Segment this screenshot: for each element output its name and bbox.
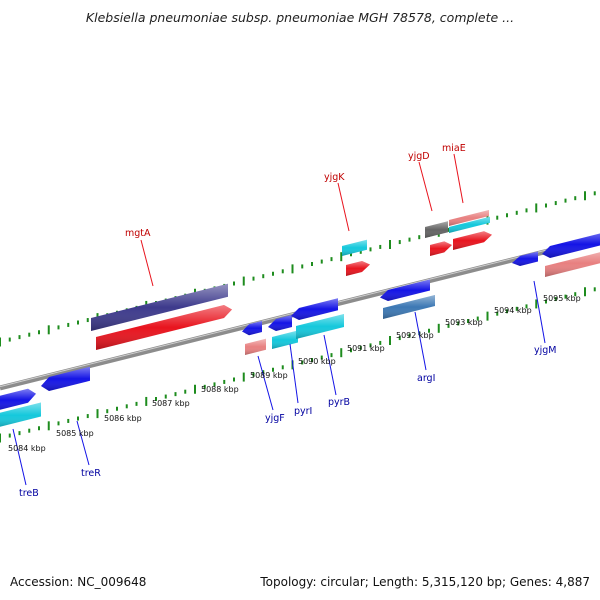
gene-yjgK-bar-shading [342, 239, 367, 256]
map-title: Klebsiella pneumoniae subsp. pneumoniae … [85, 10, 515, 25]
tick-label-5086: 5086 kbp [104, 414, 142, 423]
gene-pyrB-arrow-shading [291, 298, 338, 320]
gene-label-yjgF[interactable]: yjgF [265, 413, 285, 424]
gene-label-yjgD[interactable]: yjgD [408, 151, 430, 162]
tick-label-5092: 5092 kbp [396, 331, 434, 340]
tick-label-5087: 5087 kbp [152, 399, 190, 408]
tick-label-5084: 5084 kbp [8, 444, 46, 453]
tick-label-5090: 5090 kbp [298, 357, 336, 366]
gene-yjgD-arrow-shading [430, 241, 452, 256]
tick-label-5093: 5093 kbp [445, 318, 483, 327]
gene-label-pyrB[interactable]: pyrB [328, 397, 350, 408]
gene-pyrB-bar-shading [296, 314, 344, 339]
gene-miaE-bar-b-shading [449, 216, 490, 233]
gene-yjgD-bar-shading [425, 221, 448, 238]
genome-summary: Topology: circular; Length: 5,315,120 bp… [260, 575, 590, 589]
gene-label-miaE[interactable]: miaE [442, 143, 466, 154]
gene-label-treB[interactable]: treB [19, 488, 39, 499]
tick-label-5085: 5085 kbp [56, 429, 94, 438]
gene-label-treR[interactable]: treR [81, 468, 101, 479]
gene-argI-arrow-shading [380, 279, 430, 301]
gene-miaE-arrow-shading [453, 231, 492, 250]
gene-features [0, 210, 600, 427]
gene-mgtA-arrow-shading [96, 305, 232, 350]
gene-pyrI-arrow-shading [268, 315, 292, 331]
upper-tick-row [0, 191, 596, 347]
tick-label-5089: 5089 kbp [250, 371, 288, 380]
gene-label-pyrI[interactable]: pyrI [294, 406, 312, 417]
gene-yjgK-arrow-shading [346, 261, 370, 276]
tick-label-5095: 5095 kbp [543, 294, 581, 303]
gene-treB-arrow-shading [0, 388, 36, 410]
gene-yjgM-arrow-shading [542, 233, 600, 258]
gene-argI-bar-shading [383, 295, 435, 319]
leader-lines [12, 153, 546, 486]
gene-yjgF-arrow-shading [242, 321, 262, 336]
gene-yjgF-bar-shading [245, 338, 266, 355]
gene-treB-bar-shading [0, 402, 41, 427]
tick-label-5088: 5088 kbp [201, 385, 239, 394]
lower-tick-row [0, 287, 596, 443]
tick-label-5091: 5091 kbp [347, 344, 385, 353]
gene-yjgM-left-shading [512, 251, 538, 266]
tick-label-5094: 5094 kbp [494, 306, 532, 315]
gene-label-yjgK[interactable]: yjgK [324, 172, 345, 183]
gene-yjgM-bar-shading [545, 252, 600, 277]
gene-pyrI-bar-shading [272, 330, 298, 349]
gene-mgtA-bar-shading [91, 283, 228, 331]
gene-treR-arrow-shading [41, 366, 90, 391]
gene-miaE-bar-a-shading [449, 210, 489, 226]
accession-label: Accession: NC_009648 [10, 575, 147, 589]
gene-label-yjgM[interactable]: yjgM [534, 345, 557, 356]
gene-label-mgtA[interactable]: mgtA [125, 228, 151, 239]
gene-label-argI[interactable]: argI [417, 373, 435, 384]
